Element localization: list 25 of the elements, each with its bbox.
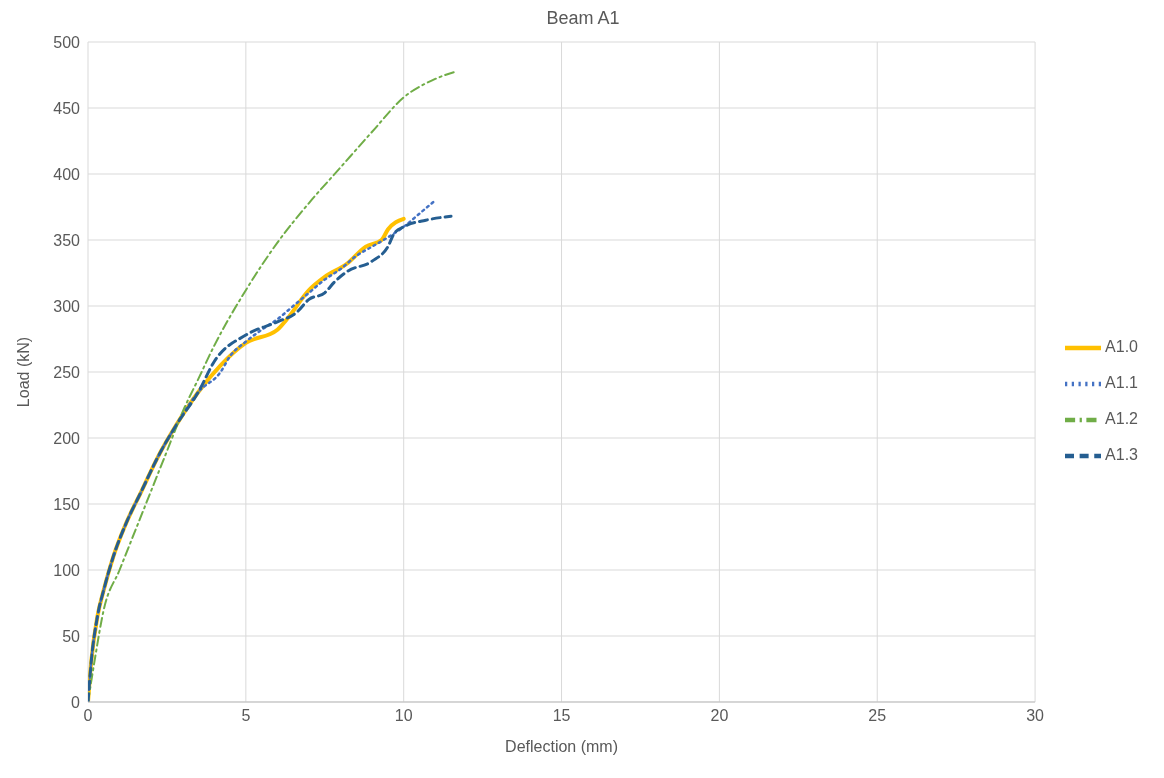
x-tick-label: 15 <box>552 707 571 725</box>
y-tick-label: 450 <box>53 99 81 117</box>
y-tick-label: 350 <box>53 231 81 249</box>
x-tick-label: 25 <box>868 707 887 725</box>
x-tick-label: 5 <box>241 707 251 725</box>
legend-label: A1.3 <box>1105 446 1138 464</box>
y-tick-label: 100 <box>53 561 81 579</box>
chart-title: Beam A1 <box>545 8 621 30</box>
x-tick-label: 20 <box>710 707 729 725</box>
legend-label: A1.2 <box>1105 410 1138 428</box>
y-tick-label: 50 <box>62 627 81 645</box>
y-tick-label: 250 <box>53 363 81 381</box>
x-tick-label: 10 <box>394 707 413 725</box>
legend-label: A1.1 <box>1105 374 1138 392</box>
x-tick-label: 30 <box>1026 707 1045 725</box>
y-tick-label: 300 <box>53 297 81 315</box>
x-tick-label: 0 <box>83 707 93 725</box>
y-tick-label: 200 <box>53 429 81 447</box>
y-tick-label: 500 <box>53 33 81 51</box>
y-axis-title: Load (kN) <box>14 336 32 408</box>
legend-label: A1.0 <box>1105 338 1138 356</box>
y-tick-label: 0 <box>71 693 81 711</box>
y-tick-label: 150 <box>53 495 81 513</box>
y-tick-label: 400 <box>53 165 81 183</box>
x-axis-title: Deflection (mm) <box>505 738 618 755</box>
